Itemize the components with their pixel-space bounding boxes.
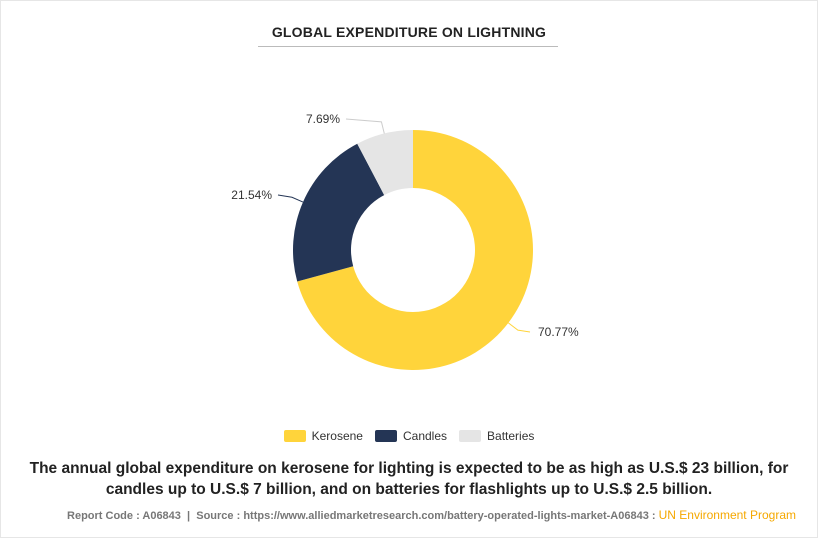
donut-slice-candles[interactable] [293, 143, 385, 282]
legend-swatch-kerosene [283, 430, 306, 442]
title-underline [258, 46, 558, 47]
legend-label-candles: Candles [402, 429, 448, 443]
legend-label-kerosene: Kerosene [311, 429, 363, 443]
leader-line-kerosene [508, 322, 531, 333]
chart-legend: Kerosene Candles Batteries [0, 429, 818, 443]
donut-slice-batteries[interactable] [357, 130, 413, 196]
chart-title: GLOBAL EXPENDITURE ON LIGHTNING [271, 24, 547, 40]
donut-slice-kerosene[interactable] [297, 130, 533, 370]
donut-chart: 70.77% 21.54% 7.69% [231, 112, 579, 370]
source-link[interactable]: Source : https://www.alliedmarketresearc… [196, 510, 656, 522]
legend-label-batteries: Batteries [487, 429, 535, 443]
legend-item-kerosene[interactable]: Kerosene [283, 429, 363, 443]
legend-swatch-batteries [459, 430, 482, 442]
data-label-batteries: 7.69% [306, 112, 340, 126]
legend-swatch-candles [374, 430, 397, 442]
leader-line-candles [277, 194, 304, 203]
footer: Report Code : A06843 | Source : https://… [67, 508, 796, 522]
data-label-candles: 21.54% [231, 188, 272, 202]
report-code: Report Code : A06843 [67, 510, 181, 522]
organization-name: UN Environment Program [658, 508, 796, 522]
chart-caption: The annual global expenditure on kerosen… [29, 460, 789, 498]
legend-item-batteries[interactable]: Batteries [459, 429, 534, 443]
leader-line-batteries [345, 118, 385, 134]
legend-item-candles[interactable]: Candles [374, 429, 448, 443]
footer-separator: | [187, 510, 191, 522]
data-label-kerosene: 70.77% [538, 325, 579, 339]
